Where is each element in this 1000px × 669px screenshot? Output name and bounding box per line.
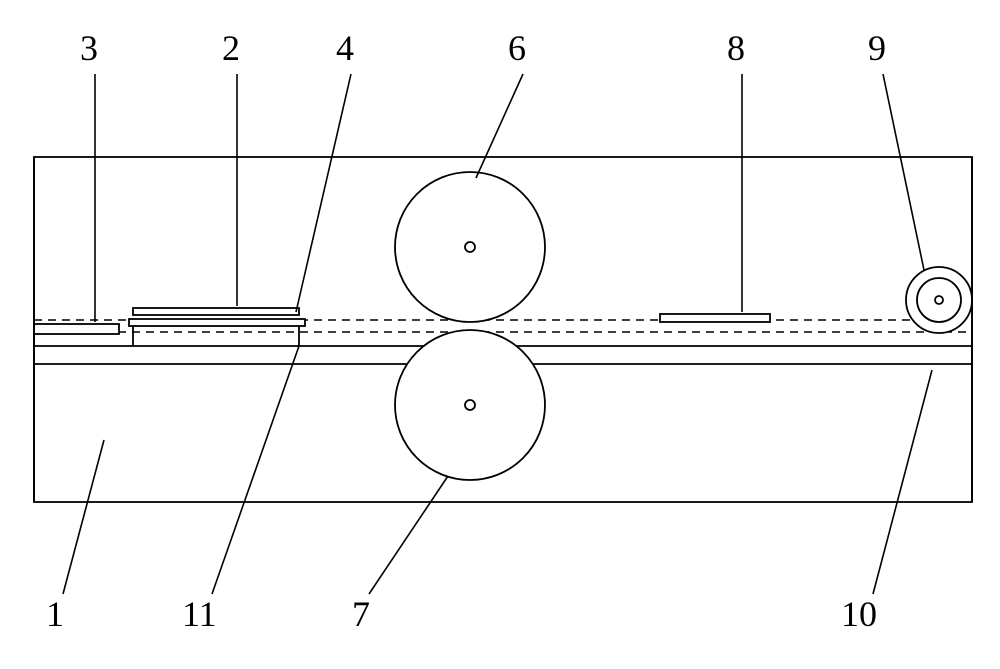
label-1: 1: [46, 594, 64, 634]
roller-top: [395, 172, 545, 322]
workpiece-plate: [133, 308, 299, 315]
roller-bottom: [395, 330, 545, 480]
downstream-plate: [660, 314, 770, 322]
label-3: 3: [80, 28, 98, 68]
label-9: 9: [868, 28, 886, 68]
technical-drawing: 324689111710: [0, 0, 1000, 669]
label-11: 11: [182, 594, 217, 634]
label-10: 10: [841, 594, 877, 634]
ring-roller-outer: [906, 267, 972, 333]
label-4: 4: [336, 28, 354, 68]
feed-shelf: [34, 324, 119, 334]
label-6: 6: [508, 28, 526, 68]
label-8: 8: [727, 28, 745, 68]
bg: [0, 0, 1000, 669]
label-7: 7: [352, 594, 370, 634]
workpiece-tray: [129, 319, 305, 326]
label-2: 2: [222, 28, 240, 68]
